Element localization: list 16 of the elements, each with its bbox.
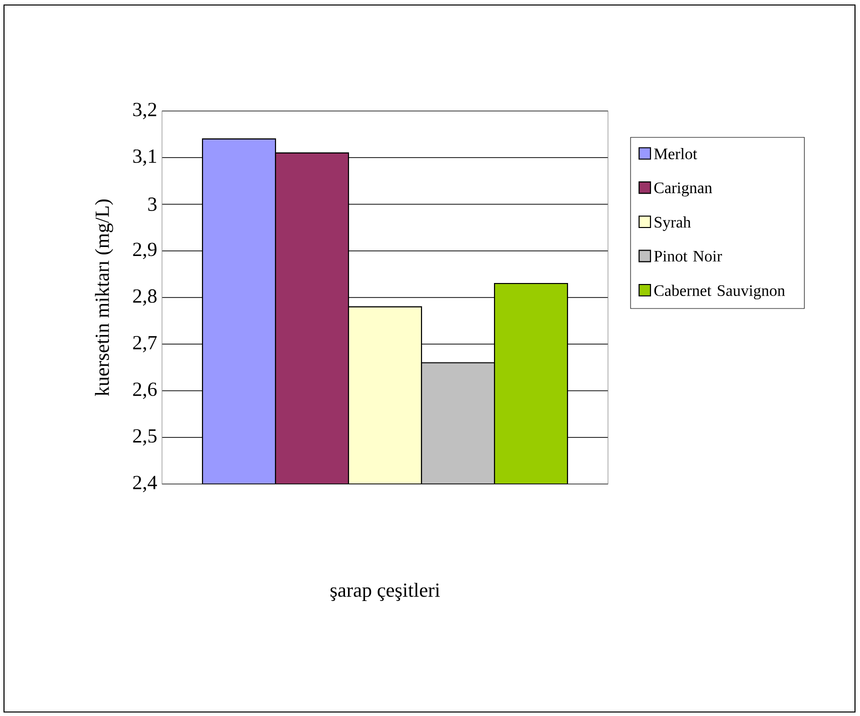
- y-tick-label: 2,5: [133, 429, 157, 446]
- y-axis-title: kuersetin miktarı (mg/L): [94, 200, 114, 396]
- y-tick-label: 3: [148, 198, 157, 211]
- y-tick-label: 2,9: [133, 242, 156, 260]
- y-tick-label: 3,1: [133, 149, 156, 166]
- y-tick-label: 2,8: [133, 289, 157, 306]
- y-tick-label: 3,2: [133, 102, 156, 120]
- y-tick-label: 2,4: [133, 476, 157, 492]
- legend-label: Merlot: [654, 148, 698, 160]
- y-tick-label: 2,7: [133, 336, 157, 352]
- x-axis-title: şarap çeşitleri: [330, 582, 440, 601]
- legend-label: Cabernet Sauvignon: [654, 284, 785, 300]
- legend-label: Pinot Noir: [654, 250, 722, 262]
- legend-label: Syrah: [654, 216, 691, 231]
- y-tick-label: 2,6: [133, 382, 157, 399]
- legend-label: Carignan: [654, 182, 712, 197]
